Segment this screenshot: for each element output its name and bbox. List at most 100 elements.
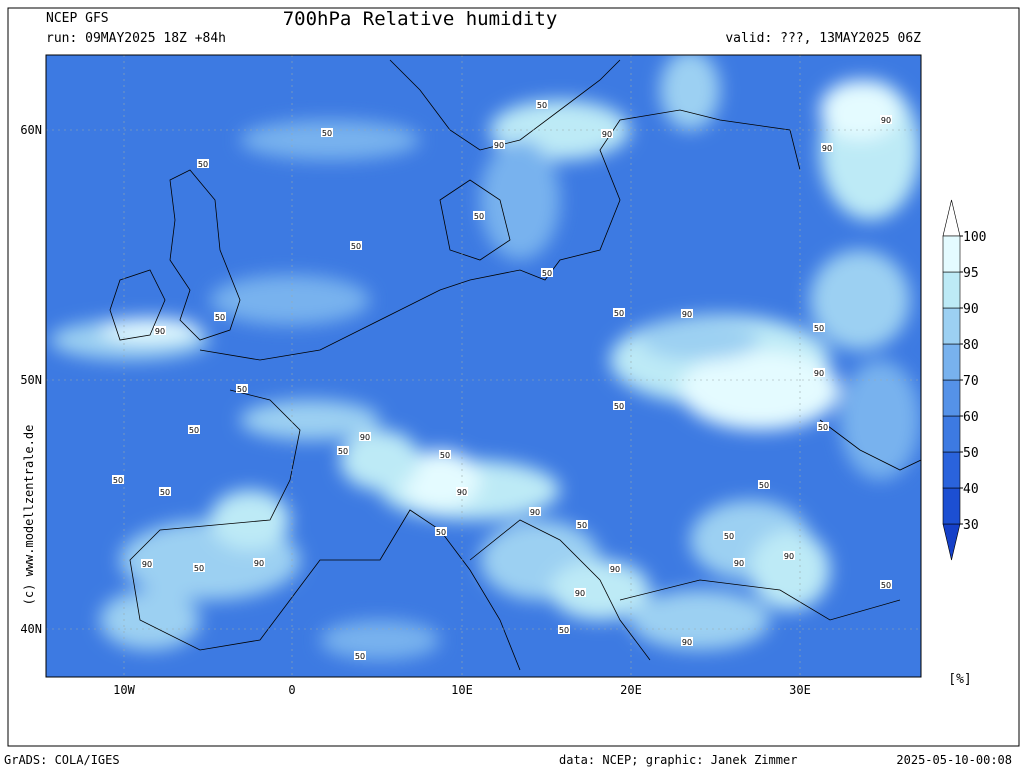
contour-label: 50 xyxy=(113,476,123,485)
colorbar: 30 40 50 60 70 80 90 95 100 xyxy=(942,199,986,561)
frame xyxy=(7,7,1020,747)
contour-label-bg xyxy=(529,507,541,516)
colorbar-box xyxy=(942,235,961,273)
contour-label: 50 xyxy=(237,385,247,394)
contour-label-bg xyxy=(817,422,829,431)
contour-label-bg xyxy=(613,401,625,410)
colorbar-tick-label: 90 xyxy=(963,302,979,317)
contour-label: 50 xyxy=(881,581,891,590)
contour-label: 50 xyxy=(215,313,225,322)
contour-label-bg xyxy=(613,308,625,317)
contour-label: 50 xyxy=(355,652,365,661)
humid-region xyxy=(100,590,200,650)
contour-label-bg xyxy=(681,309,693,318)
contour-label: 90 xyxy=(155,327,165,336)
contour-label: 50 xyxy=(577,521,587,530)
contour-label-bg xyxy=(188,425,200,434)
contour-label: 50 xyxy=(614,309,624,318)
humid-region xyxy=(210,275,370,325)
contour-label: 90 xyxy=(530,508,540,517)
contour-label: 50 xyxy=(818,423,828,432)
lon-label: 30E xyxy=(789,683,811,697)
contour-label: 50 xyxy=(724,532,734,541)
contour-label: 50 xyxy=(338,447,348,456)
colorbar-tick-label: 60 xyxy=(963,410,979,425)
contour-label: 90 xyxy=(822,144,832,153)
contour-label-bg xyxy=(236,384,248,393)
model-label: NCEP GFS xyxy=(46,11,109,26)
contour-label: 50 xyxy=(322,129,332,138)
footer-left: GrADS: COLA/IGES xyxy=(4,753,120,767)
colorbar-box xyxy=(942,307,961,345)
colorbar-tick-label: 100 xyxy=(963,230,986,245)
colorbar-box xyxy=(942,271,961,309)
graticule xyxy=(46,55,921,677)
contour-label: 90 xyxy=(142,560,152,569)
humid-region xyxy=(320,620,440,660)
contour-label-bg xyxy=(723,531,735,540)
contour-label: 90 xyxy=(682,638,692,647)
contour-label-bg xyxy=(758,480,770,489)
humid-region xyxy=(630,590,770,650)
contour-label: 50 xyxy=(537,101,547,110)
colorbar-high xyxy=(942,199,961,237)
run-label: run: 09MAY2025 18Z +84h xyxy=(46,31,226,46)
humid-region xyxy=(340,430,420,490)
contour-label-bg xyxy=(197,159,209,168)
humid-region xyxy=(240,120,420,160)
contour-label: 50 xyxy=(440,451,450,460)
colorbar-unit: [%] xyxy=(948,672,971,687)
humid-region xyxy=(210,490,290,550)
contour-label-bg xyxy=(541,268,553,277)
colorbar-box xyxy=(942,487,961,525)
contour-label-bg xyxy=(141,559,153,568)
humid-region xyxy=(550,560,650,620)
contour-label-bg xyxy=(214,312,226,321)
contour-label: 50 xyxy=(189,426,199,435)
map-field: 50 90 90 50 50 90 90 50 50 50 50 90 50 90 50 90 50 50 50 90… xyxy=(46,55,921,677)
humidity-field xyxy=(50,55,920,660)
contour-label-bg xyxy=(159,487,171,496)
contour-label-bg xyxy=(576,520,588,529)
humid-region xyxy=(640,320,760,360)
contour-label-bg xyxy=(821,143,833,152)
humid-region xyxy=(660,55,720,130)
contour-label-bg xyxy=(112,475,124,484)
contour-label: 50 xyxy=(614,402,624,411)
contour-label: 50 xyxy=(759,481,769,490)
contour-label-bg xyxy=(681,637,693,646)
footer-center: data: NCEP; graphic: Janek Zimmer xyxy=(559,753,797,767)
contour-label-bg xyxy=(354,651,366,660)
contour-label-bg xyxy=(574,588,586,597)
contour-label-bg xyxy=(253,558,265,567)
humid-region xyxy=(820,80,900,140)
colorbar-tick-label: 80 xyxy=(963,338,979,353)
contour-label-bg xyxy=(813,323,825,332)
contour-label: 90 xyxy=(494,141,504,150)
contour-label-bg xyxy=(473,211,485,220)
contour-label-bg xyxy=(456,487,468,496)
contour-label: 90 xyxy=(881,116,891,125)
contour-label: 50 xyxy=(814,324,824,333)
copyright: (c) www.modellzentrale.de xyxy=(22,425,36,606)
contour-label: 90 xyxy=(814,369,824,378)
humid-region xyxy=(840,360,920,480)
contour-label: 90 xyxy=(682,310,692,319)
lon-label: 0 xyxy=(288,683,295,697)
humid-region xyxy=(240,400,380,440)
contour-labels: 50 90 90 50 50 90 90 50 50 50 50 90 50 90 50 90 50 50 50 90… xyxy=(112,100,892,661)
lat-label: 40N xyxy=(20,622,42,636)
colorbar-tick-label: 50 xyxy=(963,446,979,461)
contour-label-bg xyxy=(536,100,548,109)
colorbar-box xyxy=(942,343,961,381)
lon-label: 10W xyxy=(113,683,135,697)
humid-region xyxy=(680,350,840,430)
contour-label: 50 xyxy=(194,564,204,573)
contour-label-bg xyxy=(880,580,892,589)
contour-label: 50 xyxy=(198,160,208,169)
contour-label-bg xyxy=(337,446,349,455)
contour-label-bg xyxy=(193,563,205,572)
contour-label: 90 xyxy=(457,488,467,497)
contour-label-bg xyxy=(558,625,570,634)
lat-label: 60N xyxy=(20,123,42,137)
